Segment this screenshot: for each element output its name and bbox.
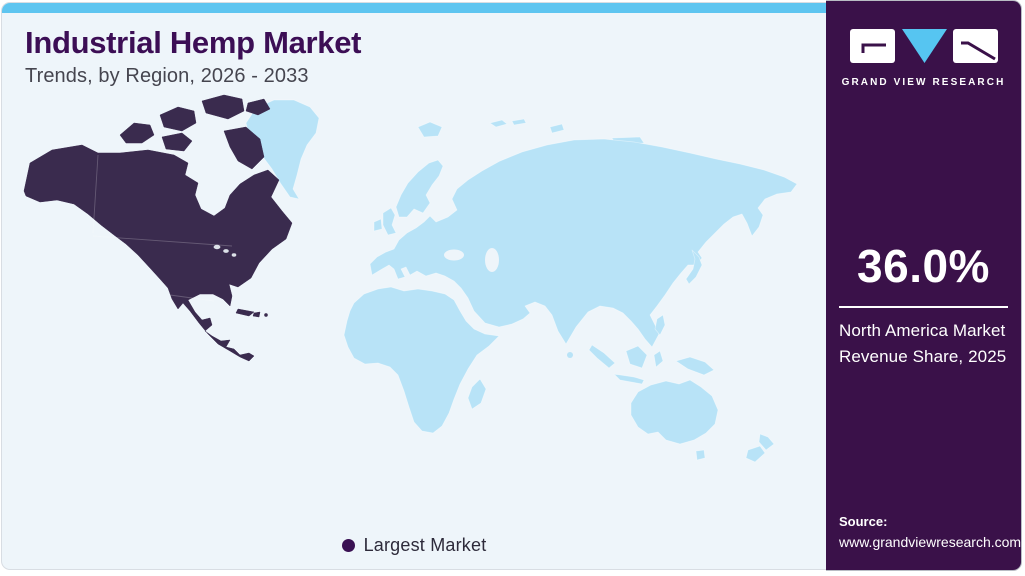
stat-label-line2: Revenue Share, 2025 (839, 346, 1007, 366)
largest-market-dot-icon (341, 539, 355, 552)
source-block: Source: www.grandviewresearch.com (839, 512, 1021, 552)
great-lakes (213, 244, 237, 257)
world-map (23, 94, 798, 463)
source-url-link[interactable]: www.grandviewresearch.com (839, 533, 1022, 550)
header: Industrial Hemp Market Trends, by Region… (25, 25, 362, 88)
infographic-card: Industrial Hemp Market Trends, by Region… (1, 2, 826, 570)
region-world-land (245, 99, 798, 463)
map-legend: Largest Market (2, 535, 826, 556)
stat-value: 36.0% (857, 240, 990, 292)
page-title: Industrial Hemp Market (25, 25, 362, 60)
brand-name: GRAND VIEW RESEARCH (841, 77, 1006, 88)
page-subtitle: Trends, by Region, 2026 - 2033 (25, 64, 309, 87)
region-north-america (23, 94, 293, 362)
stat-block: 36.0% North America Market Revenue Share… (839, 239, 1008, 369)
inland-seas (444, 248, 499, 272)
brand-logo: GRAND VIEW RESEARCH (826, 28, 1021, 88)
north-america-borders (92, 154, 233, 302)
sidebar: GRAND VIEW RESEARCH 36.0% North America … (826, 0, 1022, 571)
source-label: Source: (839, 514, 888, 530)
legend-label: Largest Market (363, 535, 487, 555)
stat-divider (839, 306, 1008, 308)
gvr-logo-icon (849, 29, 998, 63)
stat-label-line1: North America Market (839, 321, 1006, 340)
top-accent-bar (2, 3, 826, 13)
